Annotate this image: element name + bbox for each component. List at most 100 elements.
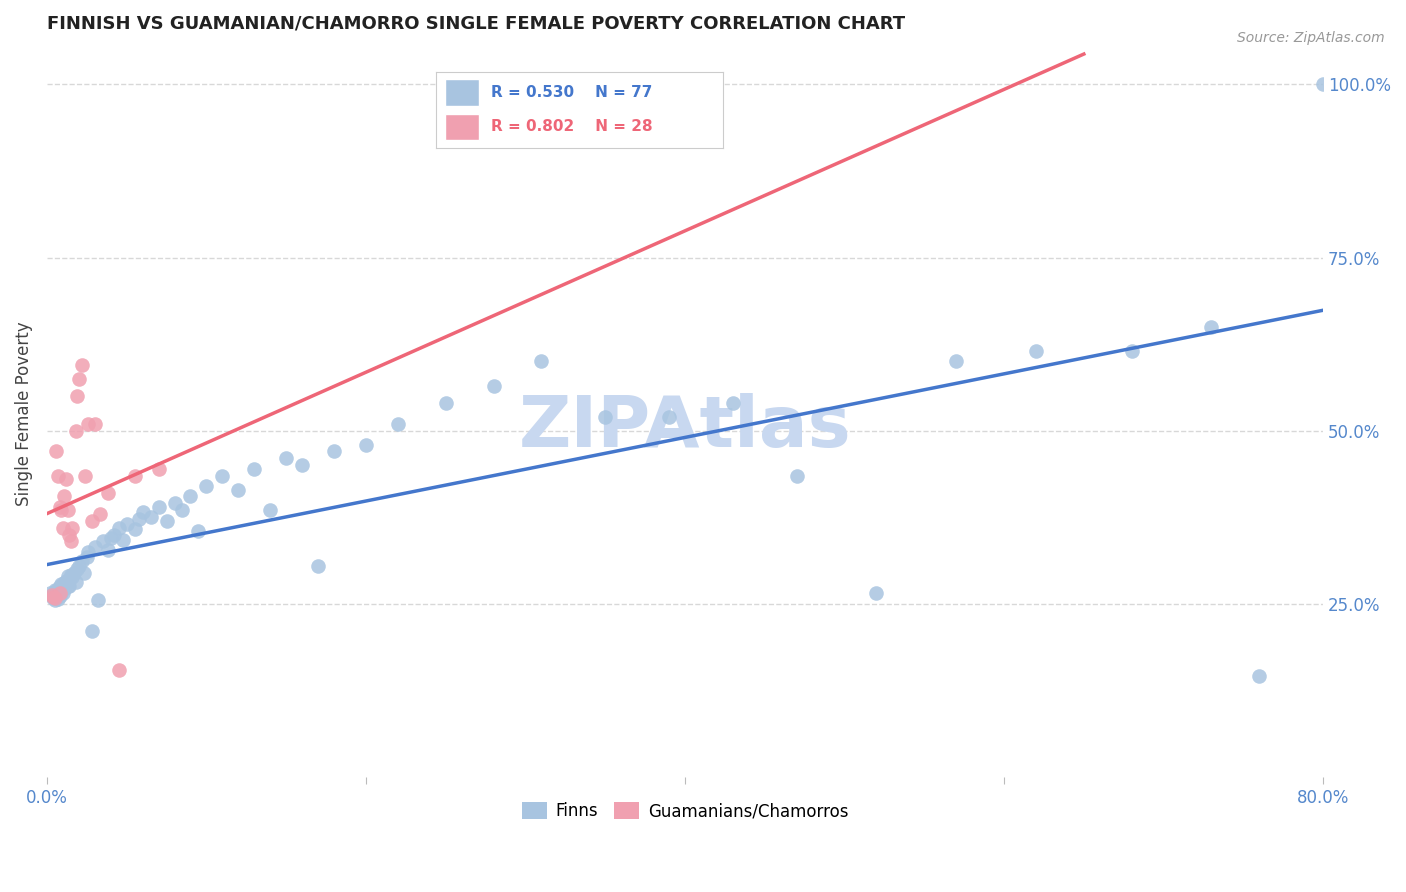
Point (89, 507, 111, 521)
Point (148, 500, 170, 514)
Point (593, 409, 616, 424)
Point (354, 437, 377, 451)
Point (48, 586, 70, 600)
Point (148, 461, 170, 475)
Point (96, 486, 118, 500)
Point (67, 372, 90, 386)
Point (434, 396, 457, 410)
Point (786, 468, 808, 483)
Point (51, 585, 73, 599)
Point (44, 591, 66, 606)
Point (65, 424, 87, 438)
Point (77, 545, 100, 559)
Point (107, 520, 129, 534)
Point (179, 490, 201, 504)
Point (52, 520, 75, 534)
Point (72, 566, 94, 580)
Point (53, 582, 76, 597)
Point (55, 574, 77, 588)
Point (48, 589, 70, 603)
Point (87, 593, 110, 607)
Point (945, 354, 967, 368)
Point (45, 444, 67, 458)
Point (139, 510, 162, 524)
Point (46, 582, 69, 596)
Point (124, 468, 146, 483)
Point (59, 567, 82, 582)
Point (48, 579, 70, 593)
Point (243, 461, 266, 475)
Point (41, 589, 63, 603)
Point (77, 417, 100, 431)
Point (70, 554, 93, 568)
Point (1201, 319, 1223, 334)
Point (1025, 344, 1047, 359)
Point (55, 472, 77, 486)
Text: FINNISH VS GUAMANIAN/CHAMORRO SINGLE FEMALE POVERTY CORRELATION CHART: FINNISH VS GUAMANIAN/CHAMORRO SINGLE FEM… (46, 15, 905, 33)
Point (56, 503, 79, 517)
Point (128, 512, 150, 526)
Point (1121, 344, 1143, 359)
Point (56, 569, 79, 583)
Point (70, 358, 93, 372)
Point (76, 549, 98, 564)
Point (44, 593, 66, 607)
Point (387, 417, 409, 431)
Point (42, 591, 65, 606)
Point (276, 451, 298, 466)
Point (530, 354, 553, 368)
Point (58, 573, 80, 587)
Point (100, 531, 122, 545)
Point (53, 490, 76, 504)
Point (131, 505, 153, 519)
Point (75, 468, 97, 483)
Point (41, 589, 63, 603)
Point (163, 496, 186, 510)
Point (52, 581, 75, 595)
Point (482, 378, 505, 392)
Point (107, 663, 129, 677)
Point (80, 624, 103, 639)
Point (80, 514, 103, 528)
Point (83, 540, 105, 554)
Point (58, 579, 80, 593)
Point (259, 503, 281, 517)
Point (187, 524, 209, 538)
Point (58, 527, 80, 541)
Point (56, 579, 79, 593)
Point (65, 574, 87, 589)
Point (865, 586, 887, 600)
Point (83, 417, 105, 431)
Point (1249, 669, 1271, 683)
Point (52, 586, 75, 600)
Point (53, 576, 76, 591)
Point (115, 517, 138, 532)
Point (1312, 78, 1334, 92)
Point (42, 590, 65, 604)
Point (39, 586, 62, 600)
Point (45, 590, 67, 604)
Point (172, 503, 194, 517)
Point (66, 562, 89, 576)
Text: ZIPAtlas: ZIPAtlas (519, 393, 851, 462)
Point (228, 483, 250, 497)
Point (155, 514, 177, 528)
Text: Source: ZipAtlas.com: Source: ZipAtlas.com (1237, 31, 1385, 45)
Point (48, 500, 70, 514)
Point (46, 591, 69, 606)
Point (658, 409, 681, 424)
Point (721, 396, 744, 410)
Point (67, 558, 90, 573)
Point (195, 479, 218, 493)
Point (44, 582, 66, 597)
Point (46, 468, 69, 483)
Point (66, 389, 89, 403)
Point (124, 522, 146, 536)
Point (211, 468, 233, 483)
Point (112, 533, 135, 547)
Point (62, 520, 84, 534)
Point (103, 527, 125, 541)
Point (51, 577, 73, 591)
Point (291, 458, 314, 473)
Point (63, 566, 86, 580)
